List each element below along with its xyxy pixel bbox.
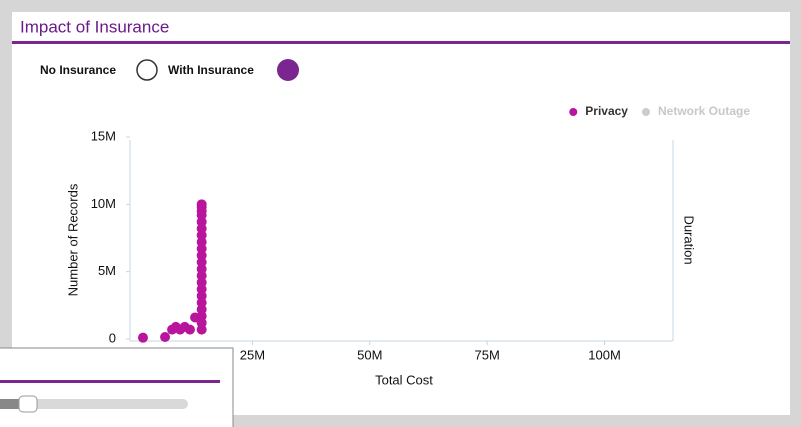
legend-swatch bbox=[569, 108, 578, 116]
toggle-option[interactable] bbox=[277, 59, 299, 81]
y2-axis-label: Duration bbox=[682, 215, 697, 264]
scatter-point bbox=[137, 332, 148, 343]
legend-swatch bbox=[641, 108, 650, 116]
x-axis-label: Total Cost bbox=[375, 372, 433, 387]
overlay-panel bbox=[0, 347, 234, 427]
legend-label: Privacy bbox=[585, 104, 628, 118]
y-tick-label: 10M bbox=[91, 196, 116, 211]
x-tick-label: 50M bbox=[357, 347, 382, 362]
toggle-label: No Insurance bbox=[40, 63, 116, 77]
slider-fill bbox=[0, 399, 26, 409]
toggle-label: With Insurance bbox=[168, 63, 254, 77]
title-rule bbox=[12, 41, 790, 44]
x-tick-label: 100M bbox=[588, 347, 621, 362]
y-tick-label: 15M bbox=[91, 128, 116, 143]
y-tick-label: 0 bbox=[109, 330, 116, 345]
legend-label: Network Outage bbox=[658, 104, 750, 118]
panel-title: Impact of Insurance bbox=[20, 17, 169, 36]
scatter-point bbox=[184, 324, 195, 335]
y-tick-label: 5M bbox=[98, 263, 116, 278]
x-tick-label: 25M bbox=[240, 347, 265, 362]
plot: 0 5M 10M 15M 25M 50M 75M 100M Total Cost Number o… bbox=[65, 104, 750, 387]
toggle-option[interactable] bbox=[136, 59, 158, 81]
slider-knob[interactable] bbox=[18, 395, 38, 413]
scatter-point bbox=[196, 199, 207, 210]
slider-track[interactable] bbox=[0, 399, 188, 409]
overlay-box bbox=[0, 347, 234, 427]
y-axis-label: Number of Records bbox=[65, 183, 80, 296]
overlay-rule bbox=[0, 380, 220, 383]
scatter-point bbox=[160, 331, 171, 342]
x-tick-label: 75M bbox=[475, 347, 500, 362]
